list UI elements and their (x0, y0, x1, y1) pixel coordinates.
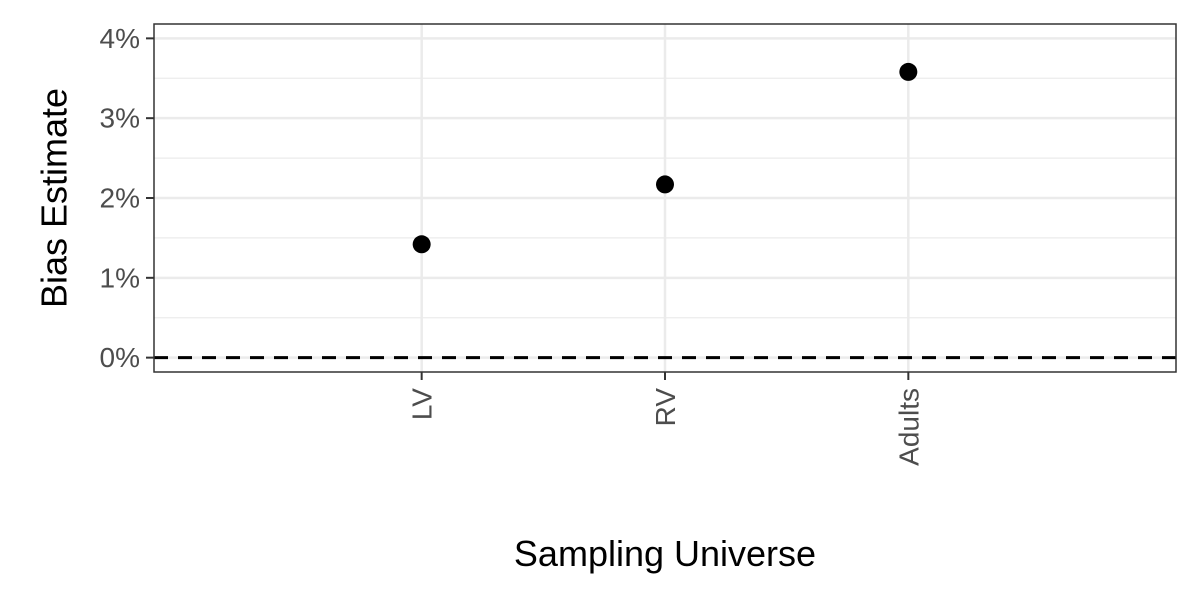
data-point-rv (656, 175, 674, 194)
y-tick-label: 4% (100, 23, 140, 54)
x-tick-label: LV (407, 388, 438, 420)
x-tick-label: RV (650, 388, 681, 427)
data-point-lv (412, 235, 431, 254)
x-tick-label: Adults (893, 388, 924, 466)
y-tick-label: 0% (100, 342, 140, 373)
y-tick-label: 2% (100, 183, 140, 214)
y-axis: 0% 1% 2% 3% 4% (100, 23, 154, 373)
y-tick-label: 3% (100, 103, 140, 134)
y-tick-label: 1% (100, 262, 140, 293)
y-axis-title: Bias Estimate (34, 88, 75, 308)
x-axis-title: Sampling Universe (514, 533, 816, 574)
data-point-adults (899, 62, 918, 81)
data-points (412, 62, 918, 254)
x-axis: LV RV Adults (407, 372, 924, 466)
